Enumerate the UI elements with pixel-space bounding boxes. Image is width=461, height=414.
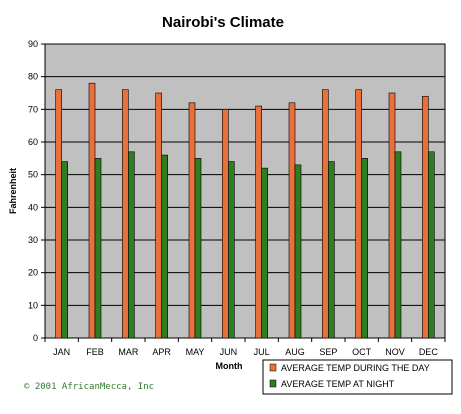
gridlines	[45, 76, 445, 306]
x-tick-label: JUN	[220, 347, 238, 357]
bar-day-temp	[222, 109, 229, 339]
y-tick-label: 80	[28, 72, 38, 82]
bars	[55, 82, 435, 339]
y-tick-label: 10	[28, 300, 38, 310]
bar-night-temp	[328, 161, 335, 339]
bar-day-temp	[255, 105, 262, 339]
y-tick-label: 90	[28, 39, 38, 49]
legend-label-day: AVERAGE TEMP DURING THE DAY	[281, 363, 430, 373]
x-axis-label: Month	[216, 361, 243, 371]
x-tick-label: NOV	[385, 347, 405, 357]
y-tick-label: 60	[28, 137, 38, 147]
bar-day-temp	[322, 89, 329, 339]
x-tick-label: JUL	[254, 347, 270, 357]
bar-day-temp	[88, 82, 96, 339]
bar-day-temp	[388, 92, 396, 339]
legend: AVERAGE TEMP DURING THE DAY AVERAGE TEMP…	[262, 359, 453, 395]
x-tick-label: AUG	[285, 347, 305, 357]
y-axis-ticks: 0 10 20 30 40 50 60 70 80 90	[28, 39, 45, 343]
bar-night-temp	[161, 154, 168, 339]
legend-box	[262, 359, 453, 395]
bar-day-temp	[55, 89, 62, 339]
bar-day-temp	[155, 92, 162, 339]
x-tick-label: MAR	[118, 347, 139, 357]
x-tick-label: OCT	[352, 347, 372, 357]
bar-night-temp	[194, 158, 202, 339]
bar-night-temp	[294, 164, 302, 339]
bar-day-temp	[188, 102, 196, 339]
bar-night-temp	[61, 161, 68, 339]
x-tick-label: MAY	[186, 347, 205, 357]
bar-day-temp	[288, 102, 296, 339]
bar-day-temp	[355, 89, 362, 339]
bar-night-temp	[128, 151, 135, 339]
x-axis-ticks: JAN FEB MAR APR MAY JUN JUL AUG SEP OCT NOV DEC	[44, 338, 446, 357]
y-tick-label: 50	[28, 170, 38, 180]
bar-night-temp	[428, 151, 435, 339]
plot-area	[44, 43, 446, 339]
y-tick-label: 20	[28, 268, 38, 278]
x-tick-label: JAN	[53, 347, 70, 357]
bar-night-temp	[228, 161, 235, 339]
y-axis-label: Fahrenheit	[8, 168, 18, 214]
x-tick-label: FEB	[86, 347, 104, 357]
x-tick-label: DEC	[419, 347, 439, 357]
x-tick-label: SEP	[319, 347, 337, 357]
copyright-text: © 2001 AfricanMecca, Inc	[24, 382, 154, 392]
chart-title: Nairobi's Climate	[162, 14, 284, 31]
legend-label-night: AVERAGE TEMP AT NIGHT	[281, 379, 395, 389]
bar-night-temp	[394, 151, 402, 339]
legend-swatch-day	[269, 363, 277, 372]
y-tick-label: 30	[28, 235, 38, 245]
bar-day-temp	[422, 95, 429, 339]
bar-night-temp	[361, 158, 368, 339]
legend-swatch-night	[269, 379, 277, 388]
bar-night-temp	[94, 158, 102, 339]
bar-night-temp	[261, 167, 268, 339]
y-tick-label: 0	[33, 333, 38, 343]
y-tick-label: 70	[28, 104, 38, 114]
y-tick-label: 40	[28, 202, 38, 212]
x-tick-label: APR	[152, 347, 171, 357]
bar-day-temp	[122, 89, 129, 339]
